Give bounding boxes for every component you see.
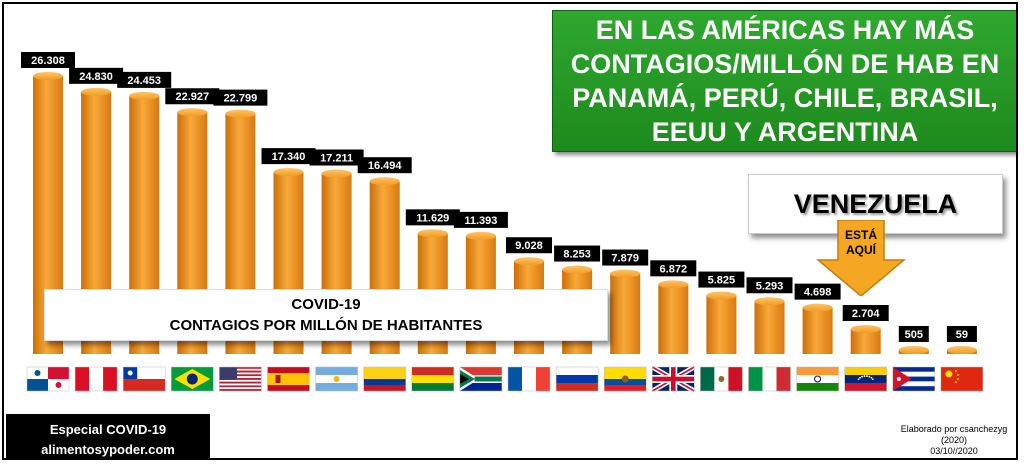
flag-reino-unido-icon [651,364,696,394]
bar-ecuador [610,269,641,354]
value-label-argentina: 17.211 [309,149,364,166]
value-label-eeuu: 22.799 [213,89,268,106]
value-label-peru: 24.830 [69,67,124,84]
svg-text:26.308: 26.308 [31,55,65,67]
promo-line1: Especial COVID-19 [49,422,167,437]
svg-text:5.293: 5.293 [756,280,784,292]
flag-espana-icon [267,366,310,392]
flag-china-icon [940,366,984,392]
bar-mexico [706,291,737,354]
flag-chile-icon [122,366,166,392]
promo-line2: alimentosypoder.com [41,442,175,457]
arrow-label-line1: ESTÁ [844,228,877,242]
svg-text:17.211: 17.211 [320,153,353,165]
svg-text:17.340: 17.340 [272,151,306,163]
chart-label-box: COVID-19 CONTAGIOS POR MILLÓN DE HABITAN… [44,289,608,341]
flag-venezuela-icon [844,366,887,392]
value-label-ecuador: 7.879 [602,249,649,266]
bar-cuba [898,346,929,354]
flag-eeuu-icon [219,366,262,392]
value-label-francia: 9.028 [506,237,552,254]
flag-mexico-icon [700,366,743,392]
svg-text:5.825: 5.825 [708,275,736,287]
headline-box: EN LAS AMÉRICAS HAY MÁS CONTAGIOS/MILLÓN… [552,10,1016,152]
svg-text:8.253: 8.253 [563,249,591,261]
flag-italia-icon [748,366,791,392]
value-label-cuba: 505 [898,326,929,342]
flag-india-icon [796,366,839,392]
svg-text:6.872: 6.872 [660,263,688,275]
flag-rusia-icon [555,366,599,392]
svg-text:505: 505 [905,329,923,341]
svg-text:11.629: 11.629 [416,212,449,224]
value-label-venezuela: 2.704 [842,305,889,322]
flag-sudafrica-icon [459,366,503,392]
flag-peru-icon [74,366,118,392]
flag-panama-icon [26,366,70,392]
promo-box: Especial COVID-19 alimentosypoder.com [6,414,210,458]
bar-venezuela [850,325,881,354]
bar-india [802,303,833,354]
bar-reino-unido [658,280,689,354]
svg-text:2.704: 2.704 [852,308,880,320]
chart-frame: 26.308 24.830 24.453 22.927 22.799 17.340 17.2… [2,2,1018,460]
svg-text:22.927: 22.927 [175,91,209,103]
svg-text:4.698: 4.698 [804,287,832,299]
value-label-mexico: 5.825 [698,271,745,288]
down-arrow-icon [816,220,906,296]
credit-text: Elaborado por csanchezyg (2020) 03/10//2… [889,424,1016,457]
flag-bolivia-icon [411,366,455,392]
value-label-india: 4.698 [794,283,841,300]
value-label-chile: 24.453 [117,71,172,88]
value-label-panama: 26.308 [21,52,75,68]
flag-colombia-icon [363,366,406,392]
arrow-label-line2: AQUÍ [846,243,876,257]
arrow-label: ESTÁ AQUÍ [816,228,906,258]
svg-text:11.393: 11.393 [464,215,497,227]
value-label-espana: 17.340 [261,148,316,165]
value-label-sudafrica: 11.393 [453,211,508,228]
svg-text:16.494: 16.494 [368,160,403,172]
chart-label-line2: CONTAGIOS POR MILLÓN DE HABITANTES [169,317,483,334]
svg-text:9.028: 9.028 [515,240,543,252]
value-label-china: 59 [946,326,977,342]
value-label-bolivia: 11.629 [405,209,460,226]
flag-francia-icon [507,366,551,392]
credit-line2: (2020) [940,435,967,445]
flag-argentina-icon [315,366,358,392]
value-label-brasil: 22.927 [165,88,220,105]
svg-text:59: 59 [956,329,968,341]
credit-line3: 03/10//2020 [930,446,978,456]
svg-text:7.879: 7.879 [611,253,639,265]
bar-italia [754,297,785,354]
value-label-italia: 5.293 [746,277,793,294]
flag-cuba-icon [892,366,936,392]
svg-text:24.830: 24.830 [79,71,113,83]
chart-label-line1: COVID-19 [291,296,361,313]
svg-text:24.453: 24.453 [127,75,161,87]
value-label-reino-unido: 6.872 [650,260,697,277]
flag-ecuador-icon [603,366,647,392]
value-label-rusia: 8.253 [554,245,601,262]
value-label-colombia: 16.494 [357,157,412,174]
svg-text:22.799: 22.799 [224,93,258,105]
credit-line1: Elaborado por csanchezyg [900,424,1008,434]
bar-china [946,346,977,354]
flag-brasil-icon [171,366,214,392]
